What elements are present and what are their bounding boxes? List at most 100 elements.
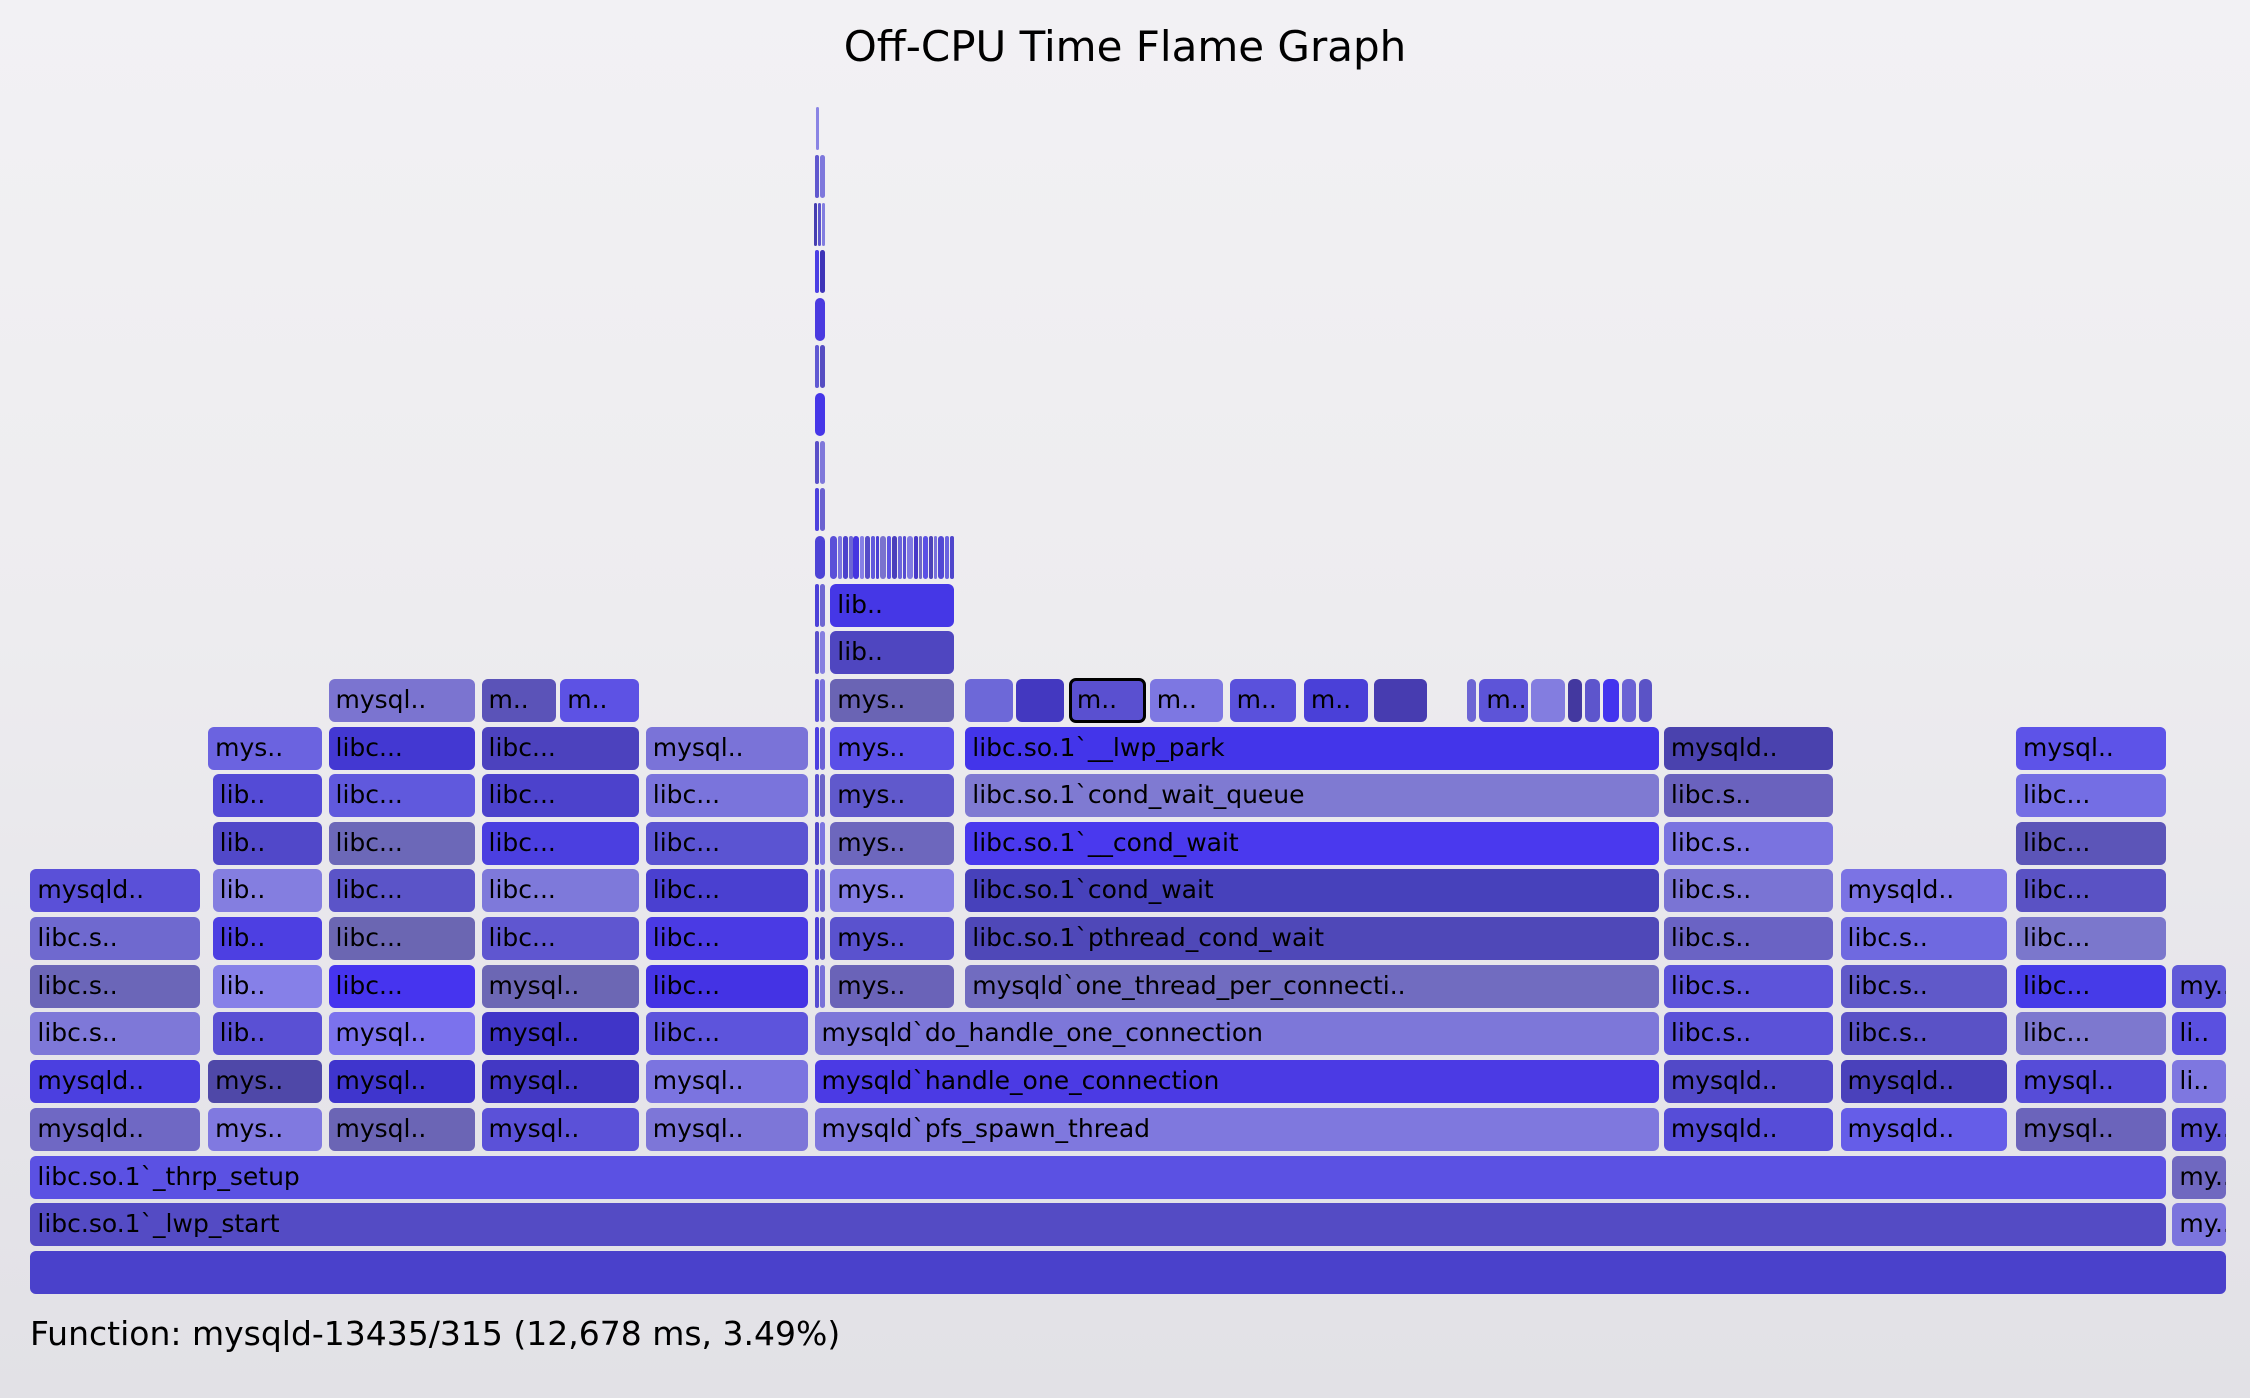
flame-frame-sliver[interactable]: [965, 679, 1013, 722]
flame-frame-sliver[interactable]: [875, 536, 880, 579]
flame-frame-sliver[interactable]: [818, 203, 822, 246]
flame-frame-sliver[interactable]: [906, 536, 913, 579]
flame-frame-sliver[interactable]: [814, 298, 825, 341]
flame-frame[interactable]: libc...: [645, 822, 808, 865]
flame-frame[interactable]: m..: [1303, 679, 1368, 722]
flame-frame[interactable]: libc.s..: [1663, 965, 1833, 1008]
flame-frame[interactable]: libc.so.1`cond_wait_queue: [965, 774, 1660, 817]
flame-frame[interactable]: m..: [481, 679, 556, 722]
flame-frame[interactable]: lib..: [212, 774, 322, 817]
flame-frame[interactable]: mysqld`pfs_spawn_thread: [814, 1108, 1660, 1151]
flame-frame[interactable]: lib..: [830, 584, 954, 627]
flame-frame-sliver[interactable]: [814, 536, 826, 579]
flame-frame[interactable]: mysql..: [481, 1108, 639, 1151]
flame-frame[interactable]: mys..: [830, 774, 954, 817]
status-function-label[interactable]: Function: mysqld-13435/315 (12,678 ms, 3…: [30, 1314, 841, 1353]
flame-frame[interactable]: m..: [1068, 678, 1147, 723]
flame-frame[interactable]: mysql..: [645, 1060, 808, 1103]
flame-frame-sliver[interactable]: [880, 536, 887, 579]
flame-frame[interactable]: mysql..: [481, 965, 639, 1008]
flame-frame[interactable]: libc...: [2016, 774, 2166, 817]
flame-frame[interactable]: mys..: [830, 869, 954, 912]
flame-frame[interactable]: mys..: [208, 1108, 322, 1151]
flame-frame[interactable]: mys..: [830, 965, 954, 1008]
flame-frame[interactable]: mysqld`handle_one_connection: [814, 1060, 1660, 1103]
flame-frame-sliver[interactable]: [819, 631, 825, 674]
flame-frame[interactable]: libc.s..: [1663, 869, 1833, 912]
flame-frame-sliver[interactable]: [928, 536, 933, 579]
flame-frame-sliver[interactable]: [819, 965, 825, 1008]
flame-frame-sliver[interactable]: [849, 536, 853, 579]
flame-frame[interactable]: mysql..: [2016, 727, 2166, 770]
flame-frame-sliver[interactable]: [814, 393, 825, 436]
flame-frame-sliver[interactable]: [819, 917, 825, 960]
flame-frame[interactable]: libc.so.1`__cond_wait: [965, 822, 1660, 865]
flame-frame[interactable]: libc...: [645, 917, 808, 960]
flame-frame-sliver[interactable]: [819, 822, 825, 865]
flame-frame[interactable]: mysqld..: [30, 1060, 201, 1103]
flame-frame-sliver[interactable]: [819, 441, 826, 484]
flame-frame-sliver[interactable]: [897, 536, 902, 579]
flame-frame[interactable]: m..: [1229, 679, 1296, 722]
flame-frame[interactable]: libc...: [2016, 822, 2166, 865]
flame-frame-sliver[interactable]: [819, 488, 826, 531]
flame-frame[interactable]: libc.s..: [1663, 822, 1833, 865]
flame-frame[interactable]: libc...: [328, 727, 475, 770]
flame-frame[interactable]: libc.so.1`cond_wait: [965, 869, 1660, 912]
flame-frame[interactable]: mysql..: [645, 727, 808, 770]
flame-frame-sliver[interactable]: [865, 536, 871, 579]
flame-frame-sliver[interactable]: [1531, 679, 1565, 722]
flame-frame-sliver[interactable]: [913, 536, 918, 579]
flame-frame[interactable]: libc.s..: [30, 965, 201, 1008]
flame-frame-sliver[interactable]: [1639, 679, 1652, 722]
flame-frame[interactable]: libc...: [645, 774, 808, 817]
flame-frame[interactable]: libc...: [2016, 869, 2166, 912]
flame-frame[interactable]: mys..: [830, 679, 954, 722]
flame-frame-sliver[interactable]: [814, 774, 819, 817]
flame-frame[interactable]: li..: [2172, 1060, 2227, 1103]
flame-frame[interactable]: mysqld..: [30, 1108, 201, 1151]
flame-frame[interactable]: mysqld`do_handle_one_connection: [814, 1012, 1660, 1055]
flame-frame[interactable]: mysqld..: [1663, 1060, 1833, 1103]
flame-frame[interactable]: libc...: [328, 869, 475, 912]
flame-frame-sliver[interactable]: [822, 203, 825, 246]
flame-frame[interactable]: mysql..: [328, 679, 475, 722]
flame-frame-sliver[interactable]: [1603, 679, 1619, 722]
flame-frame-sliver[interactable]: [814, 155, 819, 198]
flame-frame-sliver[interactable]: [853, 536, 860, 579]
flame-frame[interactable]: m..: [1479, 679, 1528, 722]
flame-frame[interactable]: mysql..: [2016, 1108, 2166, 1151]
flame-frame[interactable]: m..: [1149, 679, 1223, 722]
flame-frame[interactable]: mys..: [830, 822, 954, 865]
flame-frame[interactable]: libc.so.1`_thrp_setup: [30, 1156, 2166, 1199]
flame-frame[interactable]: mysql..: [328, 1108, 475, 1151]
flame-frame-sliver[interactable]: [843, 536, 849, 579]
flame-frame[interactable]: libc.s..: [1663, 917, 1833, 960]
flame-frame-sliver[interactable]: [814, 345, 820, 388]
flame-frame-sliver[interactable]: [814, 250, 819, 293]
flame-frame-sliver[interactable]: [819, 869, 825, 912]
flame-frame-sliver[interactable]: [820, 345, 826, 388]
flame-frame[interactable]: mysqld..: [1840, 869, 2007, 912]
flame-frame[interactable]: mysqld..: [1663, 727, 1833, 770]
flame-frame-sliver[interactable]: [1015, 679, 1065, 722]
flame-frame[interactable]: libc...: [328, 917, 475, 960]
flame-frame-sliver[interactable]: [816, 107, 820, 150]
flame-frame-sliver[interactable]: [830, 536, 838, 579]
flame-frame[interactable]: libc.s..: [1840, 917, 2007, 960]
flame-frame[interactable]: li..: [2172, 1012, 2227, 1055]
flame-frame-sliver[interactable]: [902, 536, 907, 579]
flame-frame[interactable]: libc...: [481, 917, 639, 960]
flame-frame-sliver[interactable]: [933, 536, 938, 579]
flame-frame[interactable]: lib..: [212, 822, 322, 865]
flame-frame-sliver[interactable]: [814, 727, 819, 770]
flame-frame-sliver[interactable]: [838, 536, 843, 579]
flame-frame-sliver[interactable]: [814, 441, 819, 484]
flame-frame[interactable]: lib..: [212, 1012, 322, 1055]
flame-frame-sliver[interactable]: [814, 679, 819, 722]
flame-frame-sliver[interactable]: [819, 774, 825, 817]
flame-frame[interactable]: mysqld`one_thread_per_connecti..: [965, 965, 1660, 1008]
flame-frame[interactable]: mys..: [830, 727, 954, 770]
flame-frame[interactable]: mysqld..: [30, 869, 201, 912]
flame-frame[interactable]: libc...: [2016, 1012, 2166, 1055]
